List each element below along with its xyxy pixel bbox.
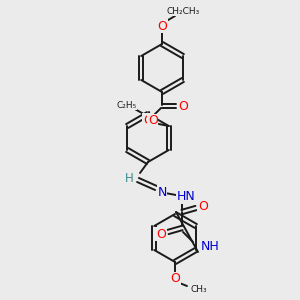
Text: O: O (143, 113, 153, 127)
Text: O: O (156, 227, 166, 241)
Text: O: O (148, 115, 158, 128)
Text: O: O (198, 200, 208, 212)
Text: O: O (157, 20, 167, 32)
Text: CH₂CH₃: CH₂CH₃ (167, 7, 200, 16)
Text: H: H (125, 172, 134, 184)
Text: CH₃: CH₃ (191, 286, 207, 295)
Text: NH: NH (201, 239, 220, 253)
Text: N: N (157, 185, 167, 199)
Text: O: O (178, 100, 188, 112)
Text: HN: HN (177, 190, 195, 203)
Text: O: O (170, 272, 180, 286)
Text: C₂H₅: C₂H₅ (117, 100, 137, 109)
